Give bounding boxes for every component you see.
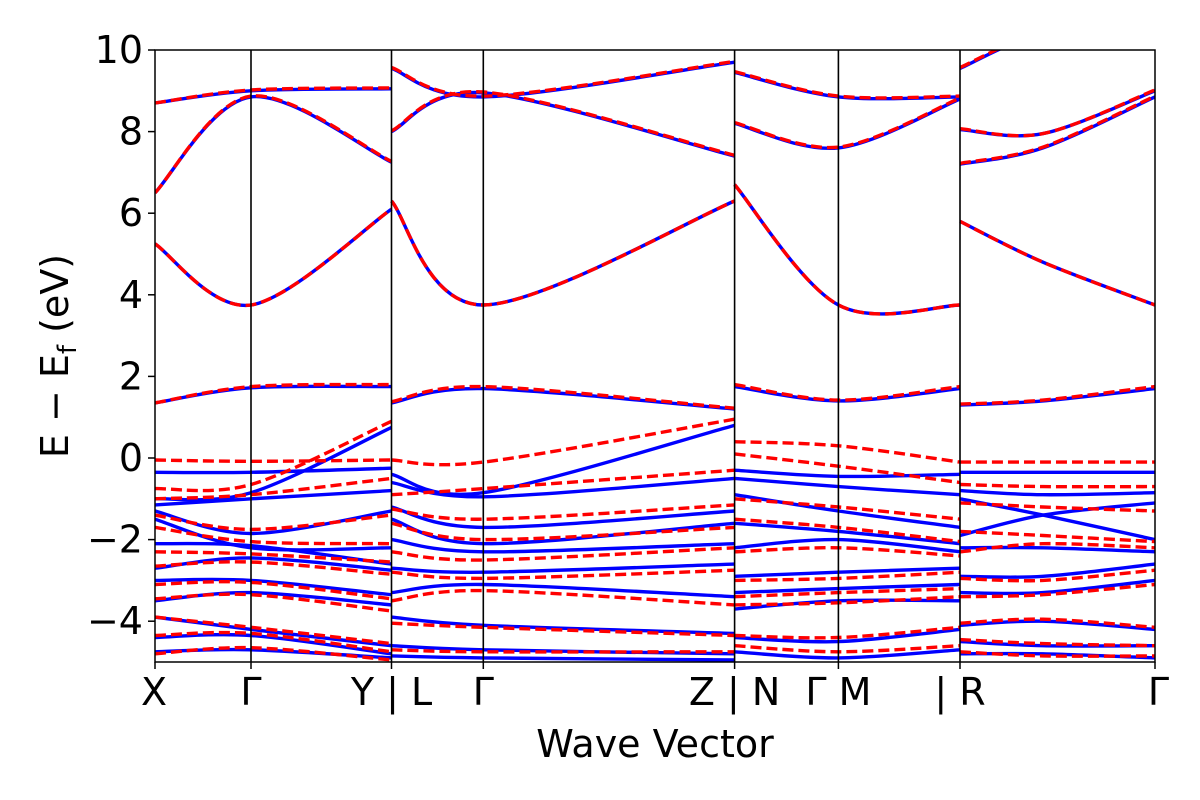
- band-line-dashed-47: [390, 90, 736, 157]
- band-line-dashed-106: [959, 384, 1155, 406]
- y-axis-label-unit: (eV): [33, 254, 77, 345]
- y-tick-label-3: 4: [119, 273, 143, 317]
- band-line-solid-42: [391, 582, 735, 599]
- band-line-dashed-57: [391, 621, 735, 638]
- band-line-dashed-53: [391, 521, 735, 542]
- plot-background: [155, 50, 1155, 662]
- band-line-dashed-48: [390, 199, 736, 307]
- y-tick-label-0: 10: [95, 28, 143, 72]
- band-line-dashed-54: [391, 546, 735, 562]
- band-line-solid-40: [391, 537, 735, 554]
- band-line-solid-96: [959, 545, 1155, 554]
- x-tick-label-3: Γ: [473, 670, 494, 714]
- plot-frame: [154, 49, 1156, 663]
- band-line-dashed-109: [959, 501, 1155, 513]
- band-line-dashed-17: [155, 94, 393, 194]
- band-line-dashed-55: [391, 568, 735, 581]
- band-line-dashed-112: [959, 568, 1155, 583]
- x-tick-label-2: Y | L: [350, 670, 432, 715]
- y-tick-label-4: 2: [119, 354, 143, 398]
- band-line-dashed-102: [959, 50, 1001, 70]
- band-line-dashed-108: [959, 482, 1155, 489]
- band-line-dashed-74: [734, 96, 961, 150]
- x-tick-label-6: | R: [934, 670, 985, 715]
- symmetry-lines: [250, 50, 961, 662]
- band-line-dashed-52: [391, 503, 735, 521]
- band-line-solid-45: [391, 654, 735, 662]
- y-axis-ticks: 10 8 6 4 2 0 −2 −4: [87, 28, 155, 643]
- band-line-dashed-110: [959, 529, 1155, 544]
- band-line-dashed-50: [391, 417, 735, 467]
- band-line-solid-37: [391, 476, 735, 499]
- band-line-dashed-105: [959, 219, 1155, 307]
- band-line-dashed-113: [959, 582, 1155, 599]
- band-line-dashed-111: [959, 541, 1155, 554]
- band-line-dashed-114: [959, 617, 1155, 629]
- band-line-dashed-51: [391, 468, 735, 497]
- band-line-dashed-75: [733, 183, 961, 316]
- band-line-dashed-104: [959, 94, 1155, 166]
- band-line-dashed-115: [959, 637, 1155, 648]
- band-line-solid-93: [959, 488, 1155, 497]
- y-tick-label-7: −4: [87, 599, 143, 643]
- band-line-solid-98: [959, 578, 1155, 596]
- x-tick-label-4: Z | N: [689, 670, 780, 715]
- y-axis-label-main: E − E: [33, 354, 77, 458]
- y-axis-label: E − Ef (eV): [33, 254, 83, 458]
- x-axis-ticks: X Γ Y | L Γ Z | N Γ M | R Γ: [141, 662, 1169, 715]
- y-tick-label-1: 8: [119, 110, 143, 154]
- x-tick-label-5: Γ M: [805, 670, 871, 714]
- band-line-dashed-56: [391, 588, 735, 607]
- y-tick-label-2: 6: [119, 191, 143, 235]
- band-line-dashed-116: [959, 650, 1155, 658]
- y-tick-label-5: 0: [119, 436, 143, 480]
- band-line-dashed-103: [959, 88, 1155, 138]
- x-tick-label-7: Γ: [1148, 670, 1169, 714]
- band-line-solid-99: [959, 619, 1155, 632]
- band-line-dashed-20: [155, 458, 392, 464]
- y-tick-label-6: −2: [87, 518, 143, 562]
- x-tick-label-0: X: [141, 670, 167, 714]
- band-line-solid-41: [391, 562, 735, 574]
- x-tick-label-1: Γ: [240, 670, 261, 714]
- band-line-solid-95: [959, 501, 1155, 538]
- band-line-solid-97: [959, 562, 1155, 579]
- band-line-solid-38: [391, 505, 735, 530]
- band-line-dashed-49: [391, 384, 735, 410]
- x-axis-label: Wave Vector: [536, 722, 774, 766]
- band-line-dashed-58: [391, 648, 735, 654]
- y-axis-label-subscript: f: [53, 344, 83, 354]
- band-line-dashed-21: [155, 419, 393, 493]
- band-line-solid-43: [391, 615, 735, 636]
